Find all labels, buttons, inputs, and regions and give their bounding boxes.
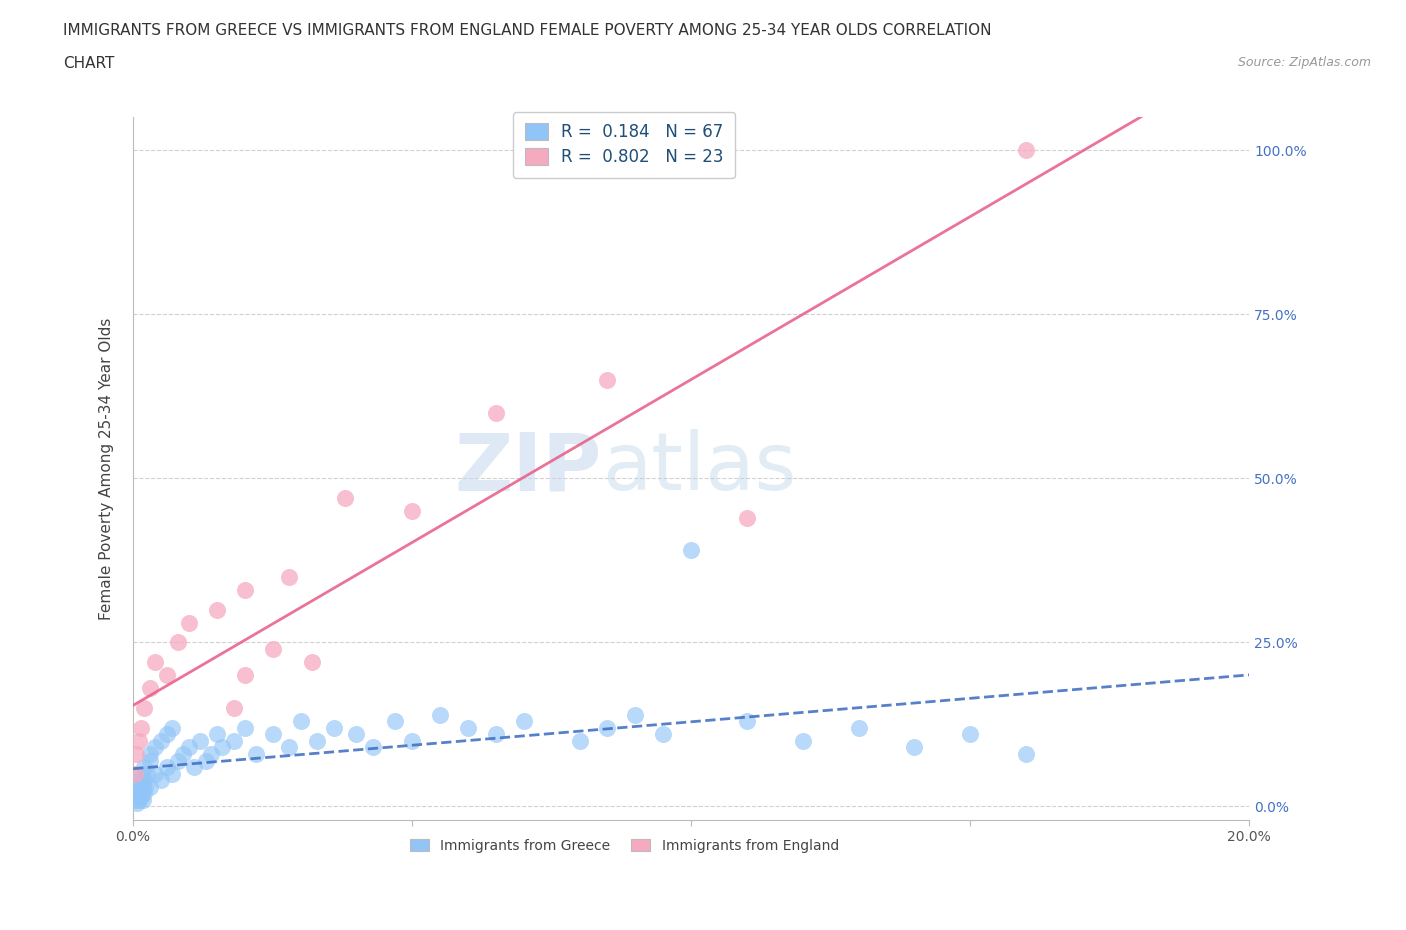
Point [222, 700, 245, 715]
Point [596, 720, 619, 735]
Point [401, 734, 423, 749]
Point [384, 713, 406, 728]
Point [129, 790, 152, 804]
Point [344, 727, 367, 742]
Point [134, 786, 156, 801]
Point [485, 405, 508, 420]
Point [128, 779, 150, 794]
Point [278, 569, 301, 584]
Point [485, 727, 508, 742]
Point [1015, 747, 1038, 762]
Point [301, 655, 323, 670]
Y-axis label: Female Poverty Among 25-34 Year Olds: Female Poverty Among 25-34 Year Olds [100, 317, 114, 619]
Text: CHART: CHART [63, 56, 115, 71]
Legend: Immigrants from Greece, Immigrants from England: Immigrants from Greece, Immigrants from … [404, 833, 845, 858]
Point [233, 720, 256, 735]
Point [848, 720, 870, 735]
Point [131, 766, 153, 781]
Point [139, 747, 162, 762]
Point [245, 747, 267, 762]
Point [596, 372, 619, 387]
Point [132, 779, 155, 794]
Point [150, 773, 173, 788]
Text: IMMIGRANTS FROM GREECE VS IMMIGRANTS FROM ENGLAND FEMALE POVERTY AMONG 25-34 YEA: IMMIGRANTS FROM GREECE VS IMMIGRANTS FRO… [63, 23, 991, 38]
Point [194, 753, 217, 768]
Point [125, 747, 148, 762]
Point [124, 766, 146, 781]
Text: Source: ZipAtlas.com: Source: ZipAtlas.com [1237, 56, 1371, 69]
Point [166, 635, 188, 650]
Point [233, 668, 256, 683]
Point [1015, 142, 1038, 157]
Point [134, 779, 156, 794]
Point [290, 713, 312, 728]
Point [333, 490, 356, 505]
Point [177, 616, 200, 631]
Point [681, 543, 703, 558]
Point [652, 727, 675, 742]
Point [512, 713, 534, 728]
Point [457, 720, 479, 735]
Point [160, 720, 183, 735]
Point [959, 727, 981, 742]
Point [568, 734, 591, 749]
Point [136, 766, 159, 781]
Point [150, 734, 173, 749]
Point [139, 681, 162, 696]
Point [177, 740, 200, 755]
Point [401, 504, 423, 519]
Point [307, 734, 329, 749]
Point [134, 773, 156, 788]
Point [166, 753, 188, 768]
Point [155, 727, 177, 742]
Point [145, 740, 167, 755]
Point [222, 734, 245, 749]
Point [792, 734, 814, 749]
Point [205, 727, 228, 742]
Point [233, 582, 256, 597]
Point [125, 779, 148, 794]
Point [134, 700, 156, 715]
Point [735, 511, 758, 525]
Point [128, 792, 150, 807]
Point [125, 796, 148, 811]
Point [145, 766, 167, 781]
Point [139, 779, 162, 794]
Text: atlas: atlas [602, 430, 796, 508]
Point [145, 655, 167, 670]
Point [323, 720, 346, 735]
Point [278, 740, 301, 755]
Point [128, 734, 150, 749]
Point [124, 786, 146, 801]
Point [200, 747, 222, 762]
Point [131, 720, 153, 735]
Point [129, 786, 152, 801]
Point [131, 783, 153, 798]
Point [139, 753, 162, 768]
Point [205, 602, 228, 617]
Point [155, 760, 177, 775]
Point [429, 707, 451, 722]
Point [134, 760, 156, 775]
Point [155, 668, 177, 683]
Point [131, 792, 153, 807]
Point [624, 707, 647, 722]
Point [125, 792, 148, 807]
Point [262, 642, 284, 657]
Point [211, 740, 233, 755]
Text: ZIP: ZIP [454, 430, 602, 508]
Point [127, 790, 149, 804]
Point [361, 740, 384, 755]
Point [262, 727, 284, 742]
Point [127, 786, 149, 801]
Point [188, 734, 211, 749]
Point [172, 747, 194, 762]
Point [160, 766, 183, 781]
Point [903, 740, 925, 755]
Point [128, 773, 150, 788]
Point [183, 760, 205, 775]
Point [735, 713, 758, 728]
